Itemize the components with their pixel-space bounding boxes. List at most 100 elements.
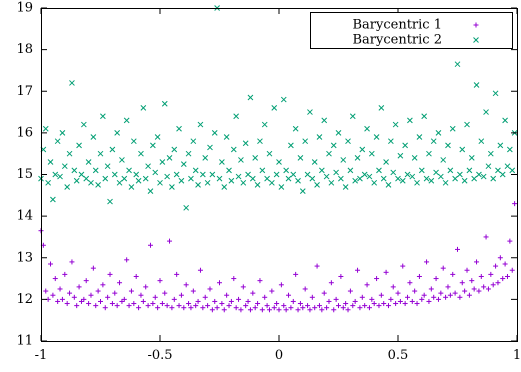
- data-point-series-1: [247, 307, 253, 313]
- data-point-series-2: [385, 182, 392, 188]
- x-tick-label: 1: [513, 348, 521, 363]
- data-point-series-1: [295, 307, 301, 313]
- data-point-series-2: [414, 179, 420, 186]
- data-point-series-1: [195, 298, 201, 304]
- data-point-series-2: [383, 159, 389, 165]
- data-point-series-1: [293, 271, 299, 277]
- data-point-series-2: [487, 150, 494, 157]
- data-point-series-2: [126, 167, 132, 174]
- data-point-series-1: [393, 301, 399, 307]
- data-point-series-1: [124, 257, 130, 263]
- data-point-series-2: [85, 159, 92, 165]
- data-point-series-1: [102, 305, 108, 311]
- data-point-series-2: [433, 169, 439, 176]
- data-point-series-2: [219, 159, 225, 165]
- data-point-series-2: [223, 134, 230, 140]
- data-point-series-2: [95, 182, 101, 188]
- y-tick-label: 11: [16, 334, 33, 349]
- data-point-series-1: [428, 286, 434, 292]
- data-point-series-2: [259, 167, 266, 174]
- data-point-series-2: [140, 105, 147, 111]
- data-point-series-1: [290, 298, 296, 304]
- y-tick-label: 14: [16, 209, 33, 224]
- data-point-series-1: [500, 276, 506, 282]
- data-point-series-2: [57, 173, 63, 180]
- data-point-series-1: [250, 290, 256, 296]
- data-point-series-2: [209, 171, 216, 178]
- data-point-series-1: [450, 271, 456, 277]
- data-point-series-1: [238, 307, 244, 313]
- legend-label-series-1: Barycentric 1: [353, 18, 443, 33]
- data-point-series-1: [105, 294, 111, 300]
- data-point-series-1: [300, 305, 306, 311]
- data-point-series-1: [181, 305, 187, 311]
- data-point-series-1: [152, 294, 158, 300]
- data-point-series-2: [509, 167, 516, 174]
- data-point-series-2: [364, 125, 370, 132]
- data-point-series-1: [478, 273, 484, 279]
- data-point-series-2: [326, 150, 332, 157]
- data-point-series-2: [100, 113, 106, 120]
- data-point-series-2: [128, 184, 135, 190]
- data-point-series-2: [266, 150, 273, 157]
- data-point-series-2: [297, 154, 304, 161]
- data-point-series-2: [468, 154, 475, 161]
- data-point-series-1: [438, 290, 444, 296]
- data-point-series-1: [352, 298, 358, 304]
- data-point-series-2: [359, 146, 366, 153]
- data-point-series-2: [202, 154, 209, 161]
- data-point-series-2: [121, 175, 128, 182]
- data-point-series-2: [283, 167, 289, 174]
- data-point-series-2: [199, 171, 206, 178]
- data-point-series-2: [345, 138, 351, 145]
- data-point-series-2: [366, 173, 373, 180]
- data-point-series-1: [212, 298, 218, 304]
- data-point-series-2: [502, 117, 508, 124]
- data-point-series-1: [243, 303, 249, 309]
- data-point-series-1: [502, 261, 508, 267]
- data-point-series-2: [88, 179, 94, 186]
- data-point-series-2: [166, 154, 173, 161]
- data-point-series-2: [207, 144, 213, 151]
- data-point-series-2: [235, 173, 242, 180]
- data-point-series-1: [345, 307, 351, 313]
- data-point-series-2: [407, 117, 413, 124]
- data-point-series-2: [249, 175, 256, 182]
- data-point-series-1: [52, 276, 58, 282]
- data-point-series-1: [350, 303, 356, 309]
- data-point-series-2: [437, 173, 444, 180]
- data-point-series-1: [481, 284, 487, 290]
- data-point-series-1: [245, 298, 251, 304]
- data-point-series-1: [443, 294, 449, 300]
- data-point-series-2: [190, 138, 197, 145]
- data-point-series-1: [340, 305, 346, 311]
- data-point-series-2: [97, 150, 104, 157]
- data-point-series-1: [402, 301, 408, 307]
- data-point-series-1: [202, 294, 208, 300]
- data-point-series-2: [497, 142, 504, 149]
- data-point-series-1: [493, 263, 499, 269]
- data-point-series-1: [381, 301, 387, 307]
- data-point-series-2: [142, 175, 149, 182]
- data-point-series-2: [80, 121, 87, 128]
- data-point-series-1: [228, 298, 234, 304]
- legend-marker-series-2: [473, 37, 479, 43]
- data-point-series-2: [104, 163, 111, 170]
- data-point-series-1: [324, 305, 330, 311]
- data-point-series-1: [288, 305, 294, 311]
- data-point-series-1: [190, 288, 196, 294]
- data-point-series-2: [373, 134, 380, 140]
- data-point-series-1: [347, 288, 353, 294]
- data-point-series-2: [330, 142, 337, 149]
- data-point-series-1: [283, 307, 289, 313]
- data-point-series-2: [50, 196, 56, 203]
- data-point-series-1: [319, 307, 325, 313]
- data-point-series-2: [211, 130, 218, 136]
- data-point-series-2: [169, 184, 175, 190]
- data-point-series-2: [240, 179, 247, 186]
- data-point-series-1: [355, 267, 361, 273]
- data-point-series-2: [318, 167, 325, 174]
- data-point-series-2: [309, 175, 316, 182]
